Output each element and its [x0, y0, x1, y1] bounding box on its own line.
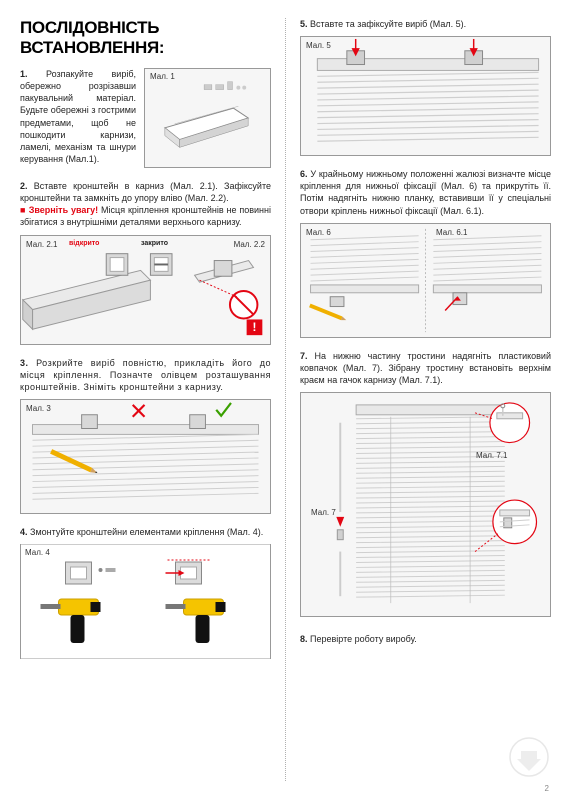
- figure-7-1-label: Мал. 7.1: [476, 451, 507, 460]
- step-3-text: 3. Розкрийте виріб повністю, прикладіть …: [20, 357, 271, 393]
- figure-5-label: Мал. 5: [306, 41, 331, 50]
- open-label: відкрито: [69, 240, 99, 247]
- figure-7: Мал. 7 Мал. 7.1: [300, 392, 551, 617]
- figure-1-label: Мал. 1: [150, 72, 175, 81]
- figure-2-illustration: !: [21, 236, 270, 344]
- figure-6: Мал. 6 Мал. 6.1: [300, 223, 551, 338]
- figure-1-illustration: [145, 69, 270, 167]
- figure-7-illustration: [301, 393, 550, 616]
- step-4-text: 4. Змонтуйте кронштейни елементами кріпл…: [20, 526, 271, 538]
- page-number: 2: [545, 784, 549, 793]
- svg-text:!: !: [253, 321, 257, 334]
- figure-2: Мал. 2.1 Мал. 2.2 відкрито закрито: [20, 235, 271, 345]
- step-2-text: 2. Вставте кронштейн в карниз (Мал. 2.1)…: [20, 180, 271, 229]
- figure-4-illustration: [20, 544, 271, 659]
- figure-6-1-label: Мал. 6.1: [436, 228, 467, 237]
- step-8-text: 8. Перевірте роботу виробу.: [300, 633, 551, 645]
- figure-3-label: Мал. 3: [26, 404, 51, 413]
- watermark-icon: [509, 737, 549, 777]
- column-divider: [285, 18, 286, 781]
- page-title: ПОСЛІДОВНІСТЬ ВСТАНОВЛЕННЯ:: [20, 18, 271, 58]
- figure-3-illustration: [21, 400, 270, 513]
- figure-7-label: Мал. 7: [311, 508, 336, 517]
- step-6-text: 6. У крайньому нижньому положенні жалюзі…: [300, 168, 551, 217]
- right-column: 5. Вставте та зафіксуйте виріб (Мал. 5).…: [300, 18, 551, 781]
- figure-6-label: Мал. 6: [306, 228, 331, 237]
- step-5-text: 5. Вставте та зафіксуйте виріб (Мал. 5).: [300, 18, 551, 30]
- figure-2-2-label: Мал. 2.2: [234, 240, 265, 249]
- step-1-text: 1. Розпакуйте виріб, обережно розрізавши…: [20, 68, 136, 174]
- figure-5-illustration: [301, 37, 550, 155]
- figure-4: Мал. 4: [20, 544, 271, 659]
- step-7-text: 7. На нижню частину тростини надягніть п…: [300, 350, 551, 386]
- figure-3: Мал. 3: [20, 399, 271, 514]
- figure-5: Мал. 5: [300, 36, 551, 156]
- figure-6-illustration: [301, 224, 550, 337]
- figure-4-label: Мал. 4: [25, 548, 50, 557]
- figure-1: Мал. 1: [144, 68, 271, 168]
- step-1: 1. Розпакуйте виріб, обережно розрізавши…: [20, 68, 271, 180]
- closed-label: закрито: [141, 240, 168, 247]
- left-column: ПОСЛІДОВНІСТЬ ВСТАНОВЛЕННЯ: 1. Розпакуйт…: [20, 18, 271, 781]
- figure-2-1-label: Мал. 2.1: [26, 240, 57, 249]
